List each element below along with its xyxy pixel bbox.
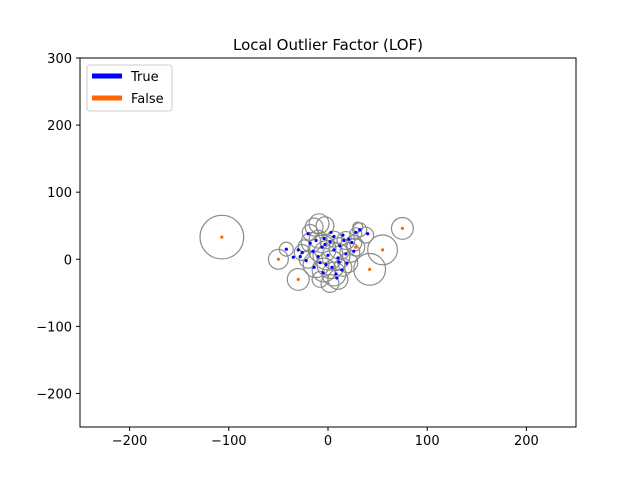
data-points [220, 226, 404, 281]
score-circle [357, 226, 375, 244]
point-true [354, 230, 358, 235]
point-true [296, 248, 300, 252]
x-tick-label: 100 [415, 434, 440, 449]
point-true [337, 260, 341, 264]
point-true [350, 240, 354, 245]
y-tick-label: −100 [36, 320, 72, 335]
score-circle [278, 241, 294, 257]
point-true [300, 250, 304, 255]
outlier-score-circles [199, 213, 414, 293]
point-true [311, 249, 315, 253]
point-true [323, 242, 327, 247]
point-true [318, 261, 322, 265]
point-true [352, 249, 356, 253]
point-true [284, 247, 288, 251]
point-true [330, 265, 334, 269]
point-true [336, 256, 340, 260]
point-true [291, 255, 295, 259]
point-true [320, 245, 324, 249]
point-true [308, 241, 312, 245]
score-circle [316, 250, 346, 280]
point-true [334, 272, 338, 276]
point-false [220, 235, 224, 239]
x-tick-label: −200 [112, 434, 148, 449]
score-circle [297, 239, 311, 253]
x-axis: −200 −100 0 100 200 [112, 427, 539, 449]
legend-label-false: False [131, 92, 164, 107]
point-false [368, 267, 372, 271]
y-axis: −200 −100 0 100 200 300 [36, 52, 80, 402]
point-true [338, 244, 342, 248]
point-true [304, 259, 308, 263]
score-circle [321, 242, 351, 272]
legend: True False [86, 64, 173, 112]
score-circle [308, 213, 330, 235]
point-true [316, 254, 320, 259]
score-circle [319, 234, 335, 250]
y-tick-label: 0 [64, 253, 72, 268]
point-false [296, 277, 300, 281]
x-tick-label: 0 [324, 434, 332, 449]
score-circle [311, 270, 329, 288]
point-true [298, 254, 302, 259]
score-circle [349, 227, 363, 241]
point-false [354, 245, 358, 249]
point-true [324, 263, 328, 267]
point-true [332, 248, 336, 252]
score-circle [320, 273, 340, 293]
score-circle [339, 242, 361, 264]
score-circle [199, 214, 245, 260]
point-true [344, 252, 348, 256]
point-false [276, 257, 280, 261]
point-true [335, 276, 339, 280]
score-circle [267, 248, 289, 270]
score-circle [286, 267, 310, 291]
score-circle [304, 217, 324, 237]
point-true [321, 271, 325, 275]
point-true [366, 232, 370, 236]
y-tick-label: −200 [36, 387, 72, 402]
score-circle [336, 230, 356, 251]
score-circle [325, 230, 343, 248]
score-circle [302, 251, 330, 279]
point-false [400, 226, 404, 231]
point-true [329, 230, 333, 235]
score-circle [333, 257, 353, 277]
score-circle [301, 223, 319, 241]
point-true [326, 253, 330, 257]
point-true [345, 261, 349, 265]
score-circle [353, 252, 387, 286]
point-false [380, 248, 385, 252]
score-circle [367, 234, 399, 266]
point-true [358, 228, 362, 232]
point-true [341, 233, 345, 237]
y-tick-label: 300 [47, 52, 72, 67]
y-tick-label: 200 [47, 119, 72, 134]
point-true [340, 268, 344, 272]
point-true [342, 238, 346, 243]
point-true [332, 234, 336, 239]
y-tick-label: 100 [47, 186, 72, 201]
score-circle [390, 216, 414, 240]
point-true [312, 265, 316, 269]
legend-label-true: True [130, 70, 159, 85]
score-circle [307, 234, 337, 264]
point-true [306, 232, 310, 236]
score-circle [308, 229, 328, 249]
point-true [314, 238, 318, 243]
point-true [328, 240, 332, 244]
x-tick-label: 200 [514, 434, 539, 449]
point-true [347, 237, 351, 241]
point-true [322, 236, 326, 241]
chart-title: Local Outlier Factor (LOF) [233, 36, 423, 54]
x-tick-label: −100 [211, 434, 247, 449]
